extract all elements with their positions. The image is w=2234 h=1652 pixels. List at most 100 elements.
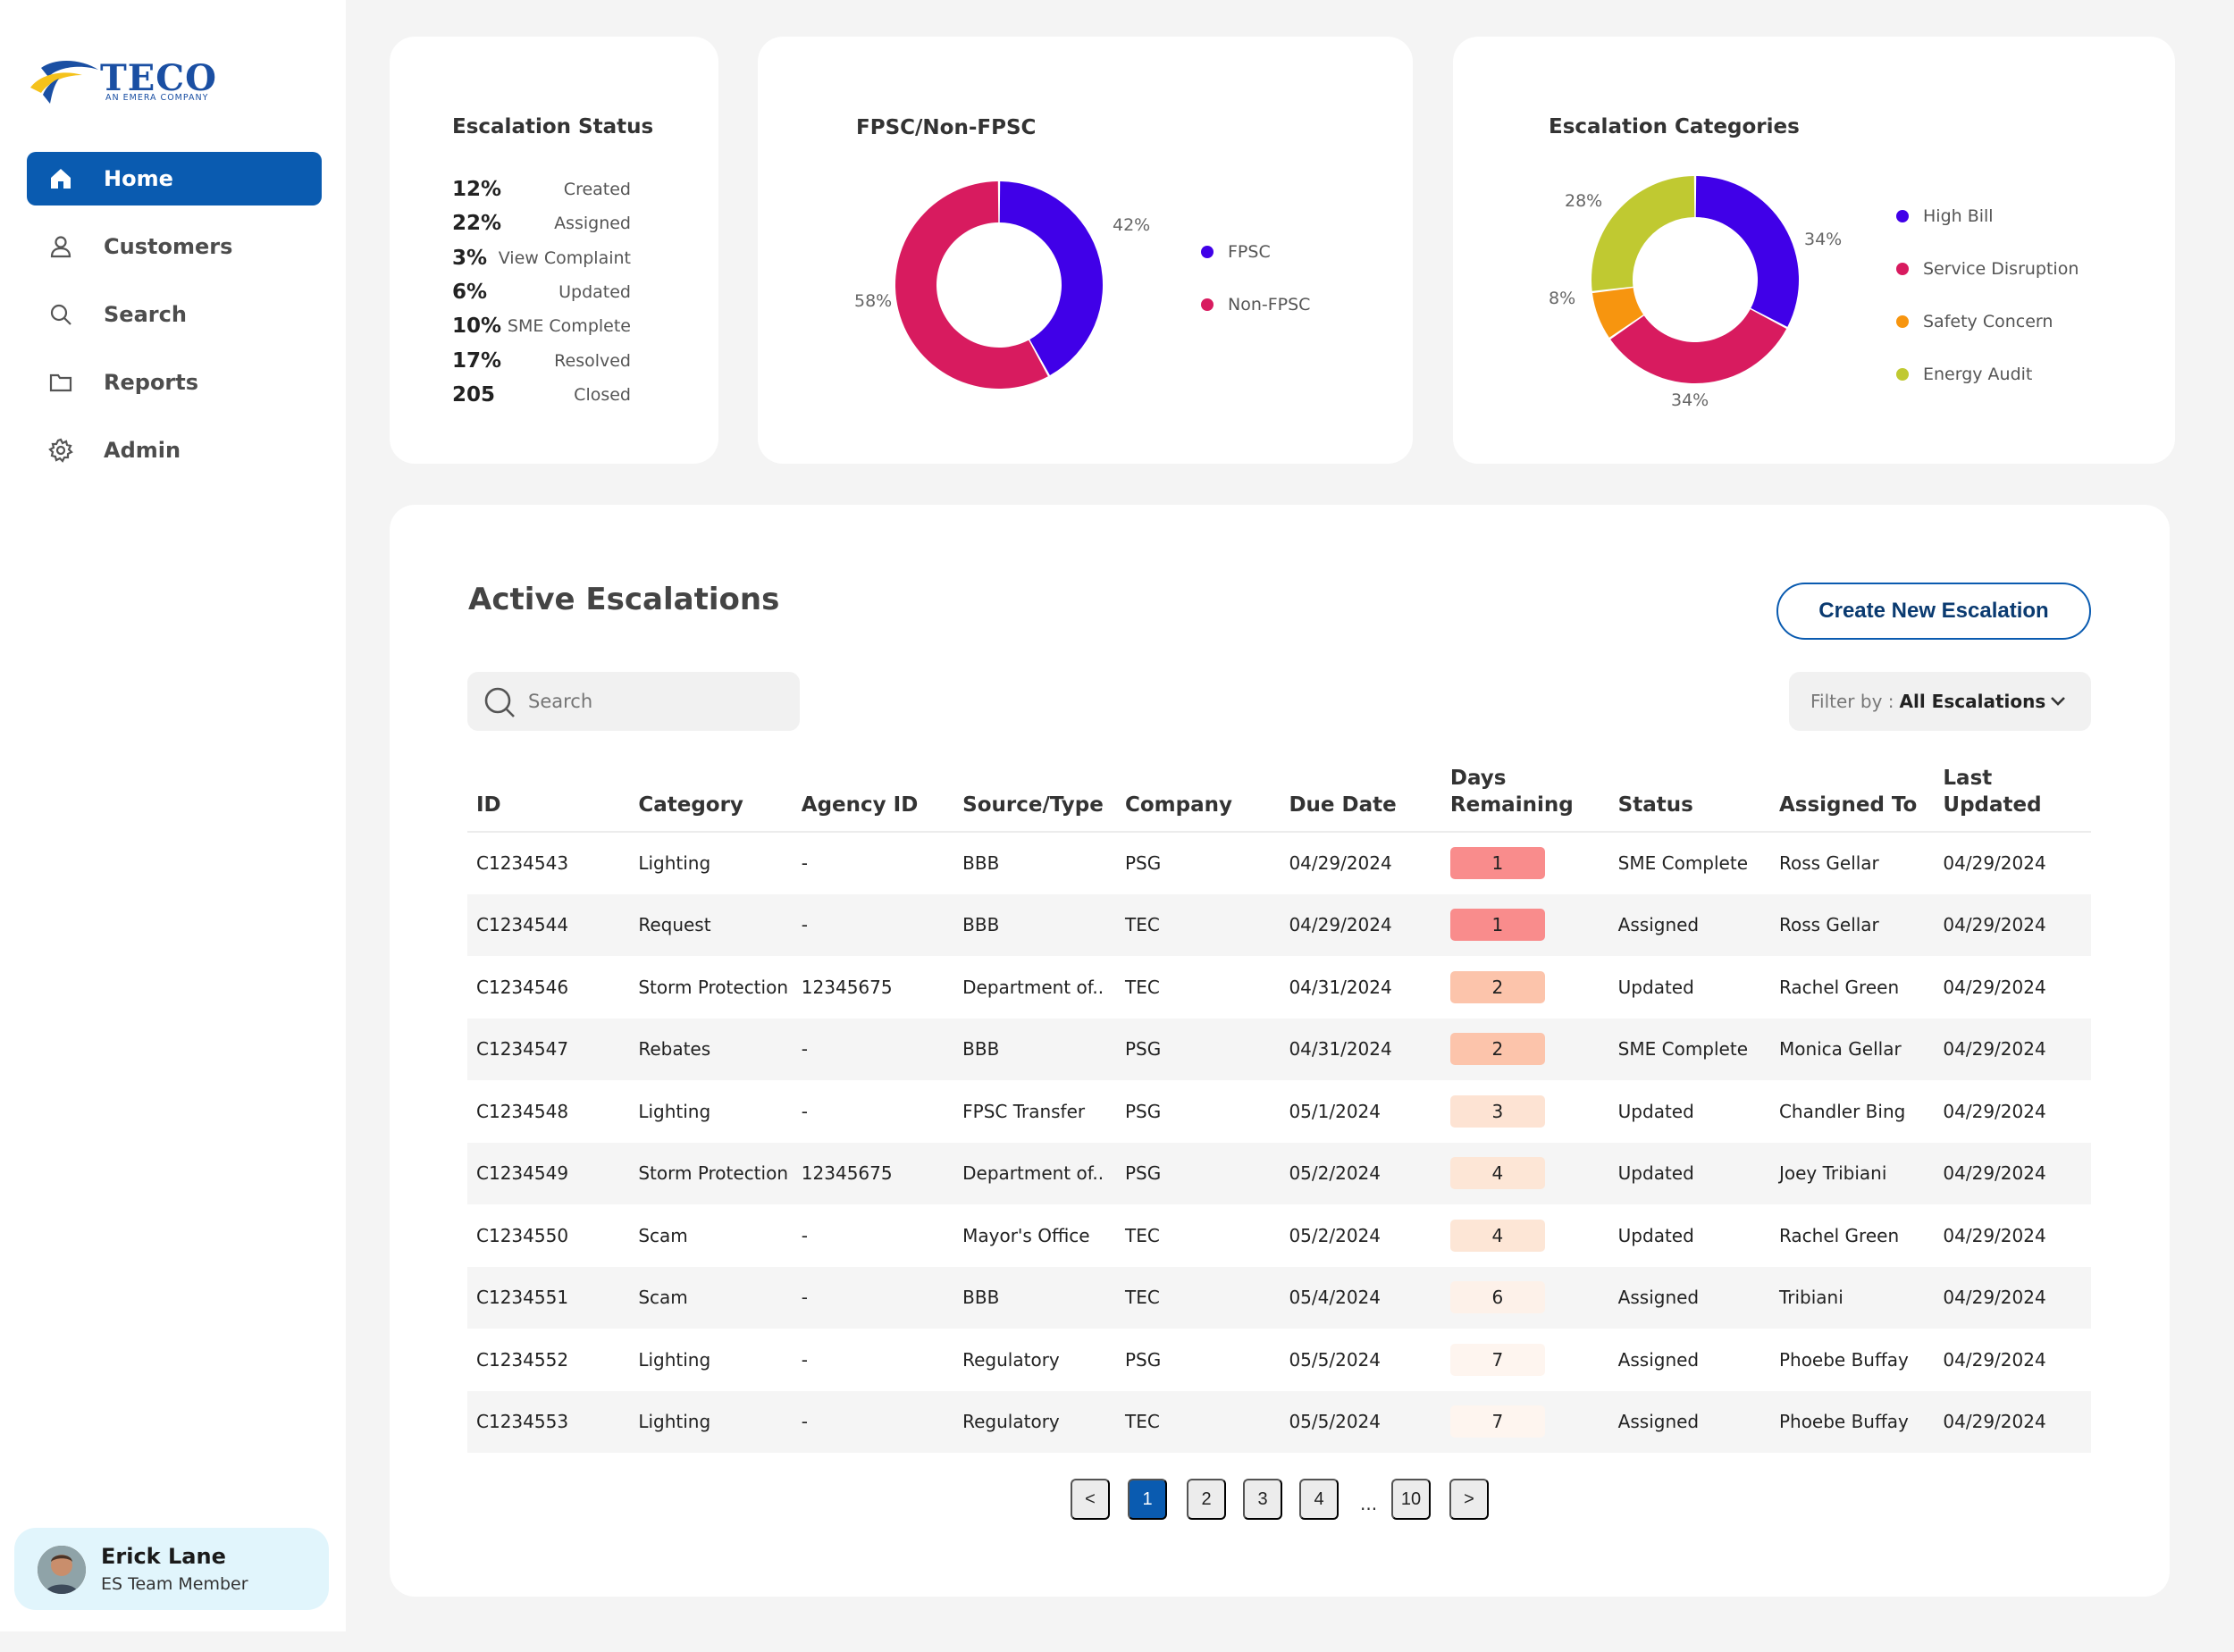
table-row[interactable]: C1234549 Storm Protection 12345675 Departme…: [467, 1142, 2091, 1204]
table-row[interactable]: C1234544 Request - BBB TEC 04/29/2024 1 Assigne…: [467, 893, 2091, 956]
days-remaining-badge: 2: [1449, 1033, 1545, 1066]
home-icon: [46, 164, 75, 193]
cell-due: 04/31/2024: [1280, 1018, 1441, 1080]
cell-assigned: Ross Gellar: [1769, 893, 1935, 956]
status-value: 6%: [452, 280, 488, 304]
column-header[interactable]: Days Remaining: [1440, 764, 1609, 833]
fpsc-donut-chart: [895, 181, 1103, 389]
nav-label-reports: Reports: [104, 370, 199, 395]
legend-label: Service Disruption: [1923, 259, 2079, 279]
cell-company: TEC: [1115, 1266, 1281, 1329]
cell-assigned: Tribiani: [1769, 1266, 1935, 1329]
user-profile-card[interactable]: Erick Lane ES Team Member: [14, 1528, 329, 1610]
prev-page-button[interactable]: <: [1071, 1479, 1110, 1520]
days-remaining-cell: 2: [1441, 956, 1609, 1019]
status-label: Updated: [558, 281, 631, 302]
cell-assigned: Phoebe Buffay: [1778, 1348, 1909, 1371]
donut-slice-non-fpsc[interactable]: [895, 181, 1048, 389]
cell-source: BBB: [953, 1018, 1116, 1080]
days-remaining-badge: 1: [1449, 909, 1545, 942]
cell-source: FPSC Transfer: [962, 1100, 1086, 1122]
table-row[interactable]: C1234551 Scam - BBB TEC 05/4/2024 6 Assigned Tri…: [467, 1266, 2091, 1329]
status-row: 12% Created: [452, 172, 631, 206]
brand-name: TECO: [100, 57, 217, 99]
status-label: Closed: [574, 384, 631, 405]
cell-source: Regulatory: [962, 1348, 1060, 1371]
page-button-4[interactable]: 4: [1299, 1479, 1339, 1520]
donut-slice-high-bill[interactable]: [1695, 176, 1799, 327]
status-value: 22%: [452, 212, 502, 236]
nav-item-customers[interactable]: Customers: [27, 220, 322, 273]
cell-due: 04/31/2024: [1289, 976, 1392, 998]
nav-item-reports[interactable]: Reports: [27, 356, 322, 409]
cell-agency: -: [792, 1018, 954, 1080]
status-value: 3%: [452, 246, 488, 270]
nav-label-customers: Customers: [104, 234, 233, 259]
cell-id: C1234549: [467, 1142, 630, 1204]
table-row[interactable]: C1234548 Lighting - FPSC Transfer PSG 05/1/20…: [467, 1080, 2091, 1143]
service-disruption-slice-label: 34%: [1671, 390, 1709, 410]
donut-slice-energy-audit[interactable]: [1592, 176, 1695, 291]
legend-label: High Bill: [1923, 206, 1994, 226]
cell-due: 05/5/2024: [1280, 1390, 1441, 1453]
table-row[interactable]: C1234546 Storm Protection 12345675 Departme…: [467, 956, 2091, 1019]
cell-updated: 04/29/2024: [1934, 1266, 2091, 1329]
cell-company: PSG: [1124, 1100, 1162, 1122]
search-box[interactable]: [467, 672, 800, 731]
brand-tagline: AN EMERA COMPANY: [105, 93, 209, 103]
legend-item-fpsc: FPSC: [1201, 242, 1271, 262]
legend-label: Energy Audit: [1923, 365, 2033, 384]
page-button-10[interactable]: 10: [1391, 1479, 1431, 1520]
donut-slice-safety-concern[interactable]: [1592, 288, 1643, 338]
escalations-table: ID Category Agency ID Source/Type Company Due…: [467, 764, 2091, 1453]
page-button-1[interactable]: 1: [1128, 1479, 1167, 1520]
page-button-2[interactable]: 2: [1187, 1479, 1226, 1520]
non-fpsc-slice-label: 58%: [854, 291, 893, 311]
days-remaining-cell: 3: [1441, 1080, 1609, 1143]
table-row[interactable]: C1234550 Scam - Mayor's Office TEC 05/2/2024 4…: [467, 1204, 2091, 1267]
table-row[interactable]: C1234547 Rebates - BBB PSG 04/31/2024 2 SME Com…: [467, 1018, 2091, 1080]
cell-id: C1234552: [476, 1348, 569, 1371]
cell-updated: 04/29/2024: [1934, 1390, 2091, 1453]
nav-label-admin: Admin: [104, 438, 181, 463]
cell-status: Updated: [1608, 1142, 1770, 1204]
cell-id: C1234544: [467, 893, 630, 956]
folder-icon: [46, 368, 75, 397]
page-button-3[interactable]: 3: [1243, 1479, 1282, 1520]
nav-item-home[interactable]: Home: [27, 152, 322, 205]
cell-id: C1234550: [476, 1224, 569, 1246]
table-row[interactable]: C1234552 Lighting - Regulatory PSG 05/5/2024 7…: [467, 1329, 2091, 1391]
teco-logo[interactable]: TECO AN EMERA COMPANY: [29, 55, 234, 109]
table-row[interactable]: C1234553 Lighting - Regulatory TEC 05/5/2024 7…: [467, 1390, 2091, 1453]
column-header[interactable]: Agency ID: [792, 764, 954, 833]
cell-company: PSG: [1115, 1142, 1281, 1204]
column-header[interactable]: Last Updated: [1934, 764, 2091, 833]
status-row: 6% Updated: [452, 275, 631, 309]
cell-company: TEC: [1115, 1390, 1281, 1453]
column-header[interactable]: Assigned To: [1769, 764, 1935, 833]
table-row[interactable]: C1234543 Lighting - BBB PSG 04/29/2024 1 SME Co…: [467, 832, 2091, 894]
donut-slice-service-disruption[interactable]: [1610, 309, 1787, 383]
column-header[interactable]: Source/Type: [953, 764, 1116, 833]
cell-agency: -: [792, 1390, 954, 1453]
column-header[interactable]: Due Date: [1280, 764, 1441, 833]
column-header[interactable]: Company: [1115, 764, 1281, 833]
nav-item-admin[interactable]: Admin: [27, 423, 322, 477]
create-escalation-button[interactable]: Create New Escalation: [1776, 583, 2091, 640]
cell-company: PSG: [1115, 1018, 1281, 1080]
next-page-button[interactable]: >: [1449, 1479, 1489, 1520]
search-input[interactable]: [528, 684, 787, 718]
cell-updated: 04/29/2024: [1943, 976, 2046, 998]
status-value: 12%: [452, 178, 502, 201]
column-header[interactable]: Category: [629, 764, 793, 833]
nav-label-search: Search: [104, 302, 187, 327]
column-header[interactable]: Status: [1608, 764, 1770, 833]
days-remaining-badge: 7: [1449, 1343, 1545, 1376]
nav-item-search[interactable]: Search: [27, 288, 322, 341]
cell-agency: -: [792, 1266, 954, 1329]
cell-id: C1234546: [476, 976, 569, 998]
column-header[interactable]: ID: [467, 764, 630, 833]
filter-dropdown[interactable]: Filter by : All Escalations: [1789, 672, 2091, 731]
cell-status: Updated: [1617, 1224, 1694, 1246]
donut-slice-fpsc[interactable]: [999, 181, 1103, 376]
